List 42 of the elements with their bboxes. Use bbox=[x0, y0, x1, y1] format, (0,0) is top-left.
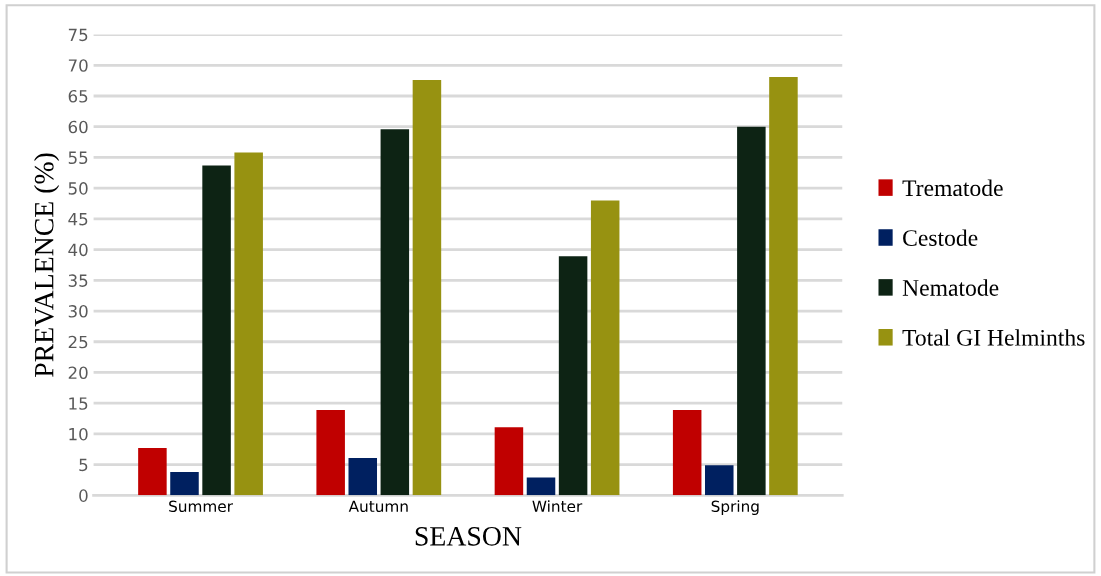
y-tick-label: 35 bbox=[68, 274, 88, 287]
y-tick-label: 20 bbox=[68, 366, 88, 380]
bar bbox=[705, 465, 734, 496]
y-tick-label: 25 bbox=[68, 335, 88, 349]
x-tick-label: Summer bbox=[169, 500, 233, 513]
legend-label: Cestode bbox=[903, 229, 978, 246]
x-tick-label: Winter bbox=[532, 500, 583, 513]
bar bbox=[558, 256, 588, 496]
bar bbox=[348, 457, 378, 496]
y-tick-label: 10 bbox=[69, 427, 88, 441]
bar bbox=[590, 200, 620, 496]
y-axis-title: PREVALENCE (%) bbox=[33, 153, 60, 377]
y-tick-label: 60 bbox=[68, 120, 88, 134]
y-tick-label: 65 bbox=[68, 89, 88, 103]
legend-label: Total GI Helminths bbox=[902, 329, 1085, 346]
x-tick-label: Autumn bbox=[348, 500, 408, 513]
bar bbox=[202, 165, 231, 496]
x-tick-label: Spring bbox=[711, 500, 759, 516]
y-tick-label: 5 bbox=[79, 458, 88, 472]
bar bbox=[672, 409, 702, 496]
bar bbox=[737, 126, 766, 496]
y-tick-label: 15 bbox=[69, 397, 88, 410]
bar bbox=[380, 129, 410, 496]
bar bbox=[170, 472, 199, 496]
y-tick-label: 0 bbox=[79, 489, 88, 502]
y-tick-label: 40 bbox=[68, 243, 88, 257]
y-tick-label: 45 bbox=[68, 213, 88, 226]
bar bbox=[138, 448, 167, 496]
legend-label: Trematode bbox=[902, 179, 1003, 197]
x-axis-title: SEASON bbox=[415, 527, 522, 546]
bar bbox=[412, 80, 442, 496]
y-tick-label: 30 bbox=[68, 305, 88, 318]
y-tick-label: 55 bbox=[68, 151, 88, 165]
y-tick-label: 75 bbox=[68, 28, 88, 42]
bar bbox=[526, 477, 556, 496]
bar bbox=[769, 76, 798, 496]
bar bbox=[494, 427, 524, 496]
y-tick-label: 50 bbox=[68, 182, 88, 195]
bar bbox=[316, 409, 345, 496]
bar bbox=[234, 152, 263, 496]
legend-label: Nematode bbox=[902, 279, 999, 296]
y-tick-label: 70 bbox=[68, 59, 88, 72]
